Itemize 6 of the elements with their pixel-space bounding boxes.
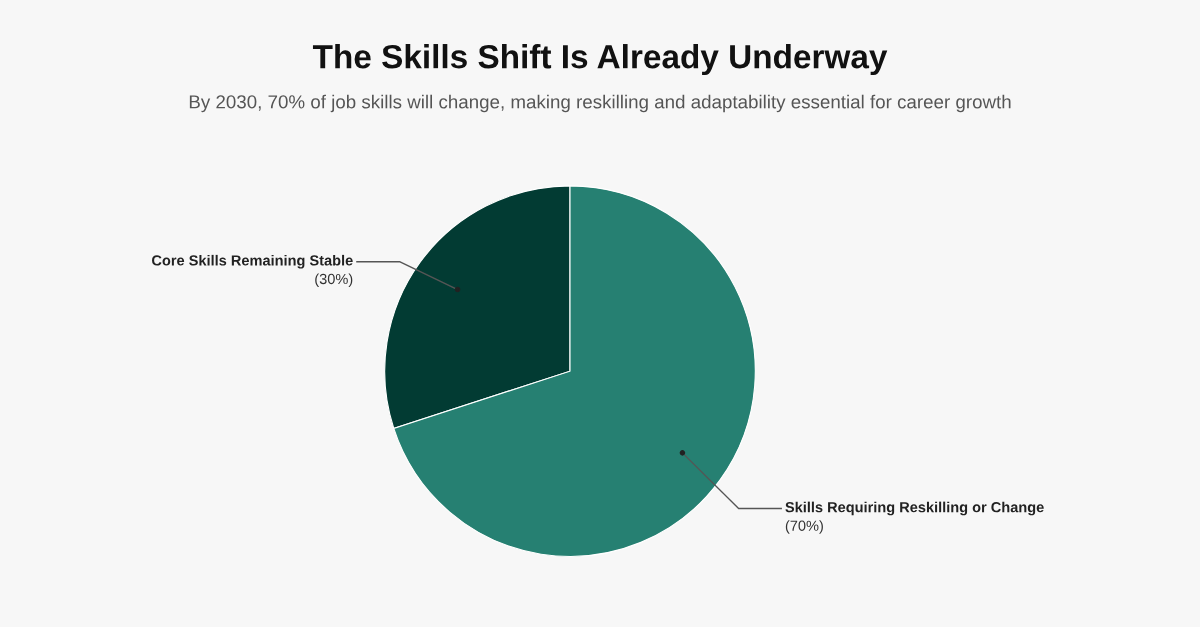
slice-label: Core Skills Remaining Stable <box>152 254 353 269</box>
data-label: (30%) <box>315 273 353 288</box>
slice-label: Skills Requiring Reskilling or Change <box>785 501 1044 516</box>
chart-title: The Skills Shift Is Already Underway <box>312 44 888 76</box>
data-label: (70%) <box>785 520 823 534</box>
chart-subtitle: By 2030, 70% of job skills will change, making reskilling and adaptability essential for career growth <box>189 94 1011 113</box>
